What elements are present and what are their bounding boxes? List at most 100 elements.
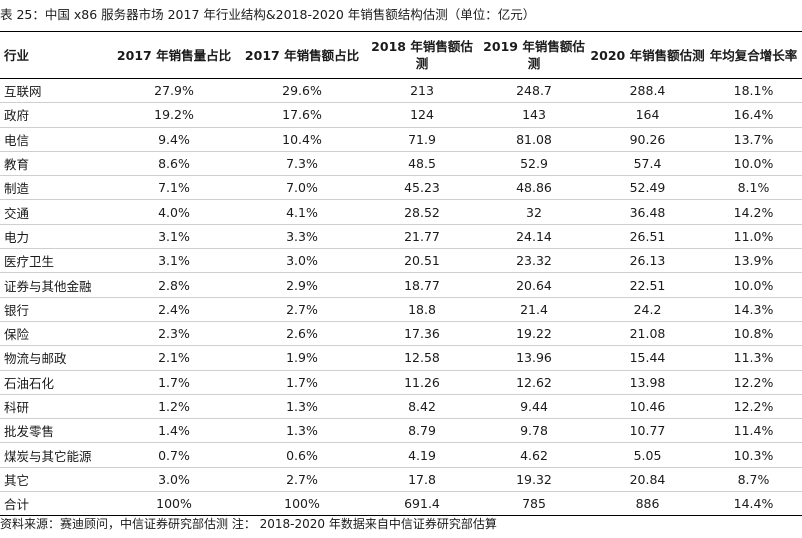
revenue-2020-cell: 20.84 (590, 467, 705, 493)
revenue-share-2017-cell: 29.6% (238, 78, 366, 104)
col-header-cagr: 年均复合增长率 (705, 31, 802, 79)
cagr-cell: 13.7% (705, 127, 802, 152)
col-header-2019-estimate: 2019 年销售额估测 (478, 31, 590, 79)
cagr-cell: 12.2% (705, 394, 802, 420)
revenue-2020-cell: 13.98 (590, 370, 705, 395)
industry-cell: 电力 (0, 224, 110, 250)
col-header-2017-revenue-share: 2017 年销售额占比 (238, 31, 366, 79)
revenue-share-2017-cell: 3.3% (238, 224, 366, 250)
industry-cell: 医疗卫生 (0, 248, 110, 274)
revenue-2018-cell: 8.42 (366, 394, 478, 420)
revenue-2019-cell: 248.7 (478, 78, 590, 104)
revenue-2018-cell: 20.51 (366, 248, 478, 274)
revenue-share-2017-cell: 2.7% (238, 297, 366, 322)
volume-share-2017-cell: 1.4% (110, 418, 238, 444)
revenue-share-2017-cell: 3.0% (238, 248, 366, 274)
volume-share-2017-cell: 3.1% (110, 248, 238, 274)
revenue-2019-cell: 19.22 (478, 321, 590, 347)
source-note: 资料来源：赛迪顾问，中信证券研究部估测 注： 2018-2020 年数据来自中信… (0, 517, 497, 531)
revenue-2020-cell: 10.77 (590, 418, 705, 444)
industry-cell: 科研 (0, 394, 110, 420)
cagr-cell: 11.4% (705, 418, 802, 444)
revenue-2018-cell: 17.8 (366, 467, 478, 493)
cagr-cell: 8.7% (705, 467, 802, 493)
volume-share-2017-cell: 1.2% (110, 394, 238, 420)
table-row: 制造 7.1% 7.0% 45.23 48.86 52.49 8.1% (0, 175, 802, 201)
revenue-2018-cell: 213 (366, 78, 478, 104)
industry-cell: 互联网 (0, 78, 110, 104)
industry-cell: 其它 (0, 467, 110, 493)
table-header-row: 行业 2017 年销售量占比 2017 年销售额占比 2018 年销售额估测 2… (0, 31, 802, 79)
industry-cell: 煤炭与其它能源 (0, 442, 110, 468)
table-row: 保险 2.3% 2.6% 17.36 19.22 21.08 10.8% (0, 321, 802, 347)
table-row: 证券与其他金融 2.8% 2.9% 18.77 20.64 22.51 10.0% (0, 272, 802, 298)
volume-share-2017-cell: 2.1% (110, 345, 238, 371)
revenue-2019-cell: 4.62 (478, 442, 590, 468)
revenue-2020-cell: 22.51 (590, 272, 705, 298)
cagr-cell: 10.8% (705, 321, 802, 347)
industry-cell: 制造 (0, 175, 110, 201)
volume-share-2017-cell: 8.6% (110, 151, 238, 177)
industry-cell: 合计 (0, 491, 110, 517)
revenue-2019-cell: 785 (478, 491, 590, 517)
volume-share-2017-cell: 2.4% (110, 297, 238, 322)
revenue-share-2017-cell: 100% (238, 491, 366, 517)
revenue-2018-cell: 28.52 (366, 199, 478, 225)
revenue-2019-cell: 13.96 (478, 345, 590, 371)
revenue-2020-cell: 5.05 (590, 442, 705, 468)
cagr-cell: 11.3% (705, 345, 802, 371)
cagr-cell: 14.4% (705, 491, 802, 517)
cagr-cell: 13.9% (705, 248, 802, 274)
table-row: 医疗卫生 3.1% 3.0% 20.51 23.32 26.13 13.9% (0, 248, 802, 274)
col-header-industry: 行业 (0, 31, 110, 79)
table-row: 煤炭与其它能源 0.7% 0.6% 4.19 4.62 5.05 10.3% (0, 442, 802, 468)
revenue-share-2017-cell: 7.3% (238, 151, 366, 177)
revenue-share-2017-cell: 10.4% (238, 127, 366, 152)
table-row: 物流与邮政 2.1% 1.9% 12.58 13.96 15.44 11.3% (0, 345, 802, 371)
volume-share-2017-cell: 0.7% (110, 442, 238, 468)
industry-cell: 批发零售 (0, 418, 110, 444)
cagr-cell: 10.3% (705, 442, 802, 468)
revenue-2019-cell: 19.32 (478, 467, 590, 493)
revenue-2018-cell: 124 (366, 102, 478, 128)
revenue-2019-cell: 20.64 (478, 272, 590, 298)
cagr-cell: 12.2% (705, 370, 802, 395)
revenue-2018-cell: 71.9 (366, 127, 478, 152)
revenue-2019-cell: 52.9 (478, 151, 590, 177)
table-row: 银行 2.4% 2.7% 18.8 21.4 24.2 14.3% (0, 297, 802, 322)
revenue-2020-cell: 21.08 (590, 321, 705, 347)
table-row: 石油石化 1.7% 1.7% 11.26 12.62 13.98 12.2% (0, 370, 802, 395)
volume-share-2017-cell: 19.2% (110, 102, 238, 128)
revenue-2019-cell: 48.86 (478, 175, 590, 201)
revenue-2019-cell: 23.32 (478, 248, 590, 274)
table-row: 批发零售 1.4% 1.3% 8.79 9.78 10.77 11.4% (0, 418, 802, 444)
revenue-2018-cell: 21.77 (366, 224, 478, 250)
revenue-2018-cell: 17.36 (366, 321, 478, 347)
table-row: 电信 9.4% 10.4% 71.9 81.08 90.26 13.7% (0, 127, 802, 152)
table-row: 互联网 27.9% 29.6% 213 248.7 288.4 18.1% (0, 78, 802, 104)
revenue-2019-cell: 81.08 (478, 127, 590, 152)
revenue-2019-cell: 9.44 (478, 394, 590, 420)
industry-cell: 交通 (0, 199, 110, 225)
revenue-share-2017-cell: 0.6% (238, 442, 366, 468)
revenue-share-2017-cell: 17.6% (238, 102, 366, 128)
revenue-2019-cell: 24.14 (478, 224, 590, 250)
revenue-2019-cell: 12.62 (478, 370, 590, 395)
volume-share-2017-cell: 2.8% (110, 272, 238, 298)
revenue-2018-cell: 48.5 (366, 151, 478, 177)
volume-share-2017-cell: 27.9% (110, 78, 238, 104)
revenue-2020-cell: 15.44 (590, 345, 705, 371)
table-row: 其它 3.0% 2.7% 17.8 19.32 20.84 8.7% (0, 467, 802, 493)
revenue-2020-cell: 52.49 (590, 175, 705, 201)
cagr-cell: 8.1% (705, 175, 802, 201)
industry-cell: 银行 (0, 297, 110, 322)
revenue-2020-cell: 886 (590, 491, 705, 517)
cagr-cell: 18.1% (705, 78, 802, 104)
revenue-share-2017-cell: 4.1% (238, 199, 366, 225)
table-row: 政府 19.2% 17.6% 124 143 164 16.4% (0, 102, 802, 128)
revenue-share-2017-cell: 1.3% (238, 418, 366, 444)
volume-share-2017-cell: 100% (110, 491, 238, 517)
table-total-row: 合计 100% 100% 691.4 785 886 14.4% (0, 491, 802, 517)
table-row: 科研 1.2% 1.3% 8.42 9.44 10.46 12.2% (0, 394, 802, 420)
cagr-cell: 10.0% (705, 272, 802, 298)
